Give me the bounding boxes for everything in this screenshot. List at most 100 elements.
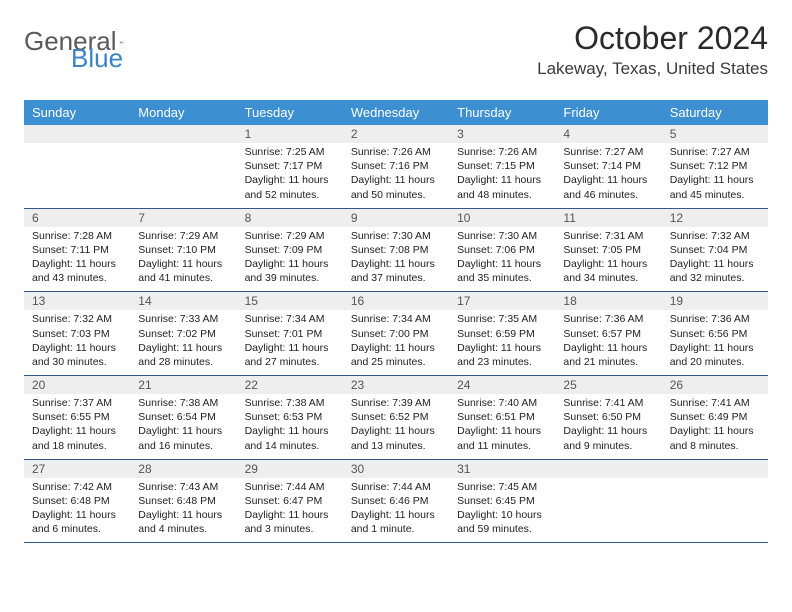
- week-row: Sunrise: 7:28 AMSunset: 7:11 PMDaylight:…: [24, 227, 768, 292]
- day-line-ss: Sunset: 7:02 PM: [138, 327, 228, 341]
- day-number-cell: 4: [555, 125, 661, 143]
- week-row: Sunrise: 7:25 AMSunset: 7:17 PMDaylight:…: [24, 143, 768, 208]
- day-line-d1: Daylight: 11 hours: [563, 424, 653, 438]
- day-line-ss: Sunset: 7:08 PM: [351, 243, 441, 257]
- day-cell: Sunrise: 7:38 AMSunset: 6:54 PMDaylight:…: [130, 394, 236, 459]
- day-number: 26: [662, 376, 768, 394]
- day-number: 22: [237, 376, 343, 394]
- day-number-cell: 20: [24, 376, 130, 395]
- day-line-sr: Sunrise: 7:30 AM: [457, 229, 547, 243]
- day-cell: Sunrise: 7:29 AMSunset: 7:09 PMDaylight:…: [237, 227, 343, 292]
- day-number-cell: 30: [343, 459, 449, 478]
- day-line-d1: Daylight: 11 hours: [245, 424, 335, 438]
- day-number: 15: [237, 292, 343, 310]
- day-body: Sunrise: 7:27 AMSunset: 7:12 PMDaylight:…: [662, 143, 768, 208]
- day-number: 7: [130, 209, 236, 227]
- day-number-cell: 5: [662, 125, 768, 143]
- day-number: 27: [24, 460, 130, 478]
- day-cell: Sunrise: 7:43 AMSunset: 6:48 PMDaylight:…: [130, 478, 236, 543]
- day-body: Sunrise: 7:44 AMSunset: 6:47 PMDaylight:…: [237, 478, 343, 543]
- day-line-sr: Sunrise: 7:31 AM: [563, 229, 653, 243]
- col-thursday: Thursday: [449, 100, 555, 125]
- day-line-ss: Sunset: 6:56 PM: [670, 327, 760, 341]
- day-number-cell: 1: [237, 125, 343, 143]
- day-cell: [130, 143, 236, 208]
- week-num-row: 6789101112: [24, 208, 768, 227]
- day-body: Sunrise: 7:27 AMSunset: 7:14 PMDaylight:…: [555, 143, 661, 208]
- day-number-cell: 11: [555, 208, 661, 227]
- day-body: Sunrise: 7:29 AMSunset: 7:09 PMDaylight:…: [237, 227, 343, 292]
- day-line-d2: and 3 minutes.: [245, 522, 335, 536]
- day-line-sr: Sunrise: 7:26 AM: [457, 145, 547, 159]
- day-cell: Sunrise: 7:25 AMSunset: 7:17 PMDaylight:…: [237, 143, 343, 208]
- day-line-sr: Sunrise: 7:44 AM: [245, 480, 335, 494]
- day-line-d1: Daylight: 11 hours: [670, 341, 760, 355]
- day-number-cell: [662, 459, 768, 478]
- day-number-cell: [130, 125, 236, 143]
- logo-text-blue: Blue: [71, 43, 123, 73]
- day-line-d2: and 16 minutes.: [138, 439, 228, 453]
- day-cell: Sunrise: 7:41 AMSunset: 6:50 PMDaylight:…: [555, 394, 661, 459]
- day-line-d1: Daylight: 11 hours: [457, 173, 547, 187]
- day-cell: Sunrise: 7:45 AMSunset: 6:45 PMDaylight:…: [449, 478, 555, 543]
- day-number: 31: [449, 460, 555, 478]
- day-line-d2: and 1 minute.: [351, 522, 441, 536]
- day-line-d2: and 18 minutes.: [32, 439, 122, 453]
- day-cell: Sunrise: 7:37 AMSunset: 6:55 PMDaylight:…: [24, 394, 130, 459]
- day-body: Sunrise: 7:29 AMSunset: 7:10 PMDaylight:…: [130, 227, 236, 292]
- day-number: 9: [343, 209, 449, 227]
- day-line-ss: Sunset: 7:17 PM: [245, 159, 335, 173]
- day-line-d2: and 20 minutes.: [670, 355, 760, 369]
- day-line-ss: Sunset: 7:03 PM: [32, 327, 122, 341]
- day-number-cell: [555, 459, 661, 478]
- day-line-sr: Sunrise: 7:41 AM: [670, 396, 760, 410]
- day-line-d1: Daylight: 11 hours: [351, 508, 441, 522]
- day-cell: Sunrise: 7:34 AMSunset: 7:00 PMDaylight:…: [343, 310, 449, 375]
- day-line-ss: Sunset: 6:47 PM: [245, 494, 335, 508]
- day-body: Sunrise: 7:25 AMSunset: 7:17 PMDaylight:…: [237, 143, 343, 208]
- day-line-sr: Sunrise: 7:44 AM: [351, 480, 441, 494]
- day-line-sr: Sunrise: 7:45 AM: [457, 480, 547, 494]
- day-line-d1: Daylight: 11 hours: [351, 173, 441, 187]
- day-number-cell: 25: [555, 376, 661, 395]
- day-number-cell: 14: [130, 292, 236, 311]
- col-saturday: Saturday: [662, 100, 768, 125]
- day-line-d2: and 46 minutes.: [563, 188, 653, 202]
- week-row: Sunrise: 7:37 AMSunset: 6:55 PMDaylight:…: [24, 394, 768, 459]
- day-cell: Sunrise: 7:34 AMSunset: 7:01 PMDaylight:…: [237, 310, 343, 375]
- day-body: Sunrise: 7:35 AMSunset: 6:59 PMDaylight:…: [449, 310, 555, 375]
- day-number-cell: [24, 125, 130, 143]
- day-number-cell: 22: [237, 376, 343, 395]
- day-body: Sunrise: 7:34 AMSunset: 7:01 PMDaylight:…: [237, 310, 343, 375]
- day-line-d1: Daylight: 11 hours: [351, 257, 441, 271]
- day-cell: Sunrise: 7:44 AMSunset: 6:47 PMDaylight:…: [237, 478, 343, 543]
- calendar-table: Sunday Monday Tuesday Wednesday Thursday…: [24, 100, 768, 543]
- day-cell: Sunrise: 7:30 AMSunset: 7:08 PMDaylight:…: [343, 227, 449, 292]
- day-line-ss: Sunset: 6:48 PM: [32, 494, 122, 508]
- day-line-ss: Sunset: 6:55 PM: [32, 410, 122, 424]
- day-number-cell: 21: [130, 376, 236, 395]
- day-number-cell: 23: [343, 376, 449, 395]
- day-cell: Sunrise: 7:42 AMSunset: 6:48 PMDaylight:…: [24, 478, 130, 543]
- day-number: 29: [237, 460, 343, 478]
- day-line-d2: and 8 minutes.: [670, 439, 760, 453]
- day-number: 1: [237, 125, 343, 143]
- day-line-d1: Daylight: 11 hours: [245, 341, 335, 355]
- day-line-ss: Sunset: 7:01 PM: [245, 327, 335, 341]
- day-line-sr: Sunrise: 7:36 AM: [563, 312, 653, 326]
- week-num-row: 20212223242526: [24, 376, 768, 395]
- day-body: Sunrise: 7:30 AMSunset: 7:06 PMDaylight:…: [449, 227, 555, 292]
- day-line-sr: Sunrise: 7:33 AM: [138, 312, 228, 326]
- day-line-d2: and 43 minutes.: [32, 271, 122, 285]
- day-cell: Sunrise: 7:27 AMSunset: 7:12 PMDaylight:…: [662, 143, 768, 208]
- day-line-d2: and 52 minutes.: [245, 188, 335, 202]
- day-cell: Sunrise: 7:36 AMSunset: 6:57 PMDaylight:…: [555, 310, 661, 375]
- day-line-sr: Sunrise: 7:39 AM: [351, 396, 441, 410]
- day-line-ss: Sunset: 6:50 PM: [563, 410, 653, 424]
- day-line-sr: Sunrise: 7:34 AM: [351, 312, 441, 326]
- day-line-d1: Daylight: 11 hours: [138, 508, 228, 522]
- day-line-d1: Daylight: 11 hours: [32, 257, 122, 271]
- day-number: 14: [130, 292, 236, 310]
- day-number: 28: [130, 460, 236, 478]
- day-line-d1: Daylight: 11 hours: [670, 424, 760, 438]
